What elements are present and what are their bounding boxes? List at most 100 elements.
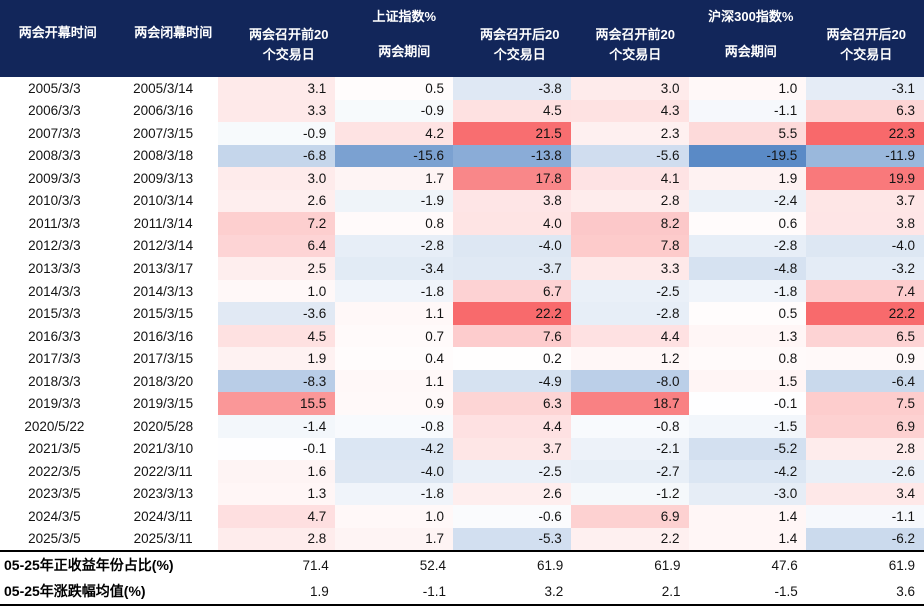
open-date-cell: 2020/5/22	[24, 418, 85, 434]
table-bottom-rule	[0, 604, 924, 606]
value-cell: -1.1	[806, 505, 924, 528]
table-row: 2024/3/5 2024/3/11 4.7 1.0 -0.6 6.9 1.4 -1.1	[0, 505, 924, 528]
value-cell: 2.6	[217, 189, 336, 213]
close-date-cell: 2012/3/14	[133, 238, 194, 254]
close-date-cell: 2024/3/11	[133, 508, 193, 524]
open-date-cell: 2022/3/5	[28, 463, 81, 479]
value-cell: 0.7	[335, 324, 453, 348]
value-cell: 4.7	[217, 505, 336, 528]
value-cell: 18.7	[570, 392, 689, 415]
summary-label: 05-25年正收益年份占比(%)	[4, 557, 174, 573]
open-date-cell: 2013/3/3	[28, 261, 81, 277]
value-cell: -2.5	[570, 279, 689, 303]
table-row: 2022/3/5 2022/3/11 1.6 -4.0 -2.5 -2.7 -4.2 -2.6	[0, 460, 924, 483]
value-cell: 8.2	[570, 212, 689, 235]
summary-value-cell: -1.1	[422, 583, 446, 599]
value-cell: 4.4	[570, 324, 689, 348]
value-cell: 3.0	[217, 167, 336, 190]
header-cell-label: 两会开幕时间	[18, 24, 97, 40]
table-row: 2020/5/22 2020/5/28 -1.4 -0.8 4.4 -0.8 -1.5 6.9	[0, 414, 924, 438]
header-cell-col8: 两会召开后20 个交易日	[809, 0, 924, 77]
value-cell: 1.7	[335, 527, 453, 551]
close-date-cell: 2015/3/15	[133, 306, 194, 322]
value-cell: 0.6	[688, 212, 807, 235]
value-cell: 6.9	[570, 505, 689, 528]
value-cell: -2.6	[806, 460, 924, 483]
table-row: 2007/3/3 2007/3/15 -0.9 4.2 21.5 2.3 5.5 22.3	[0, 122, 924, 145]
close-date-cell: 2011/3/14	[133, 215, 193, 231]
value-cell: 1.5	[688, 369, 807, 393]
value-cell: 0.8	[335, 212, 453, 235]
value-cell: 3.3	[570, 257, 689, 280]
close-date-cell: 2025/3/11	[133, 531, 193, 547]
value-cell: -2.8	[335, 234, 453, 258]
value-cell: 2.5	[217, 257, 336, 280]
value-cell: 4.3	[570, 99, 689, 123]
summary-row: 05-25年正收益年份占比(%) 71.4 52.4 61.9 61.9 47.6 61.9	[0, 552, 924, 578]
value-cell: 1.4	[688, 527, 807, 551]
summary-value-cell: 47.6	[771, 557, 798, 573]
open-date-cell: 2008/3/3	[28, 148, 81, 164]
value-cell: 6.3	[453, 392, 571, 415]
value-cell: -4.0	[806, 234, 924, 258]
value-cell: -0.9	[335, 99, 453, 123]
table-body: 2005/3/3 2005/3/14 3.1 0.5 -3.8 3.0 1.0 -3.1 200…	[0, 77, 924, 551]
close-date-cell: 2013/3/17	[133, 261, 194, 277]
value-cell: 1.1	[335, 369, 453, 393]
close-date-cell: 2023/3/13	[133, 486, 194, 502]
table-row: 2018/3/3 2018/3/20 -8.3 1.1 -4.9 -8.0 1.5 -6.4	[0, 369, 924, 393]
summary-value-cell: 61.9	[654, 557, 681, 573]
value-cell: -6.8	[217, 144, 336, 168]
open-date-cell: 2014/3/3	[28, 283, 81, 299]
value-cell: 4.2	[335, 122, 453, 145]
value-cell: 0.9	[806, 347, 924, 370]
table-row: 2019/3/3 2019/3/15 15.5 0.9 6.3 18.7 -0.1 7.5	[0, 392, 924, 415]
value-cell: -0.8	[335, 414, 453, 438]
value-cell: -3.4	[335, 257, 453, 280]
header-cell-col6: 两会召开前20 个交易日	[578, 0, 694, 77]
value-cell: -0.9	[217, 122, 336, 145]
value-cell: 0.4	[335, 347, 453, 370]
value-cell: -3.6	[217, 302, 336, 325]
table-row: 2006/3/3 2006/3/16 3.3 -0.9 4.5 4.3 -1.1 6.3	[0, 99, 924, 123]
value-cell: 2.3	[570, 122, 689, 145]
header-cell-label: 两会召开后20 个交易日	[826, 27, 906, 62]
summary-value-cell: 61.9	[888, 557, 915, 573]
value-cell: 2.2	[570, 527, 689, 551]
value-cell: -0.6	[453, 505, 571, 528]
header-cell-col3: 两会召开前20 个交易日	[231, 0, 347, 77]
table-row: 2023/3/5 2023/3/13 1.3 -1.8 2.6 -1.2 -3.0 3.4	[0, 482, 924, 506]
summary-top-rule	[0, 550, 924, 552]
value-cell: -2.4	[688, 189, 807, 213]
close-date-cell: 2010/3/14	[133, 193, 194, 209]
value-cell: -3.7	[453, 257, 571, 280]
value-cell: 1.6	[217, 460, 336, 483]
value-cell: 22.3	[806, 122, 924, 145]
value-cell: 7.4	[806, 279, 924, 303]
value-cell: 1.0	[335, 505, 453, 528]
table-row: 2012/3/3 2012/3/14 6.4 -2.8 -4.0 7.8 -2.8 -4.0	[0, 234, 924, 258]
close-date-cell: 2021/3/10	[133, 441, 194, 457]
value-cell: -2.1	[570, 437, 689, 461]
value-cell: -4.0	[453, 234, 571, 258]
value-cell: 3.3	[217, 99, 336, 123]
value-cell: 2.8	[806, 437, 924, 461]
value-cell: 4.5	[217, 324, 336, 348]
header-cell-label: 两会闭幕时间	[134, 24, 213, 40]
value-cell: 3.8	[453, 189, 571, 213]
header-cell-col4: 上证指数% 两会期间	[347, 0, 463, 77]
open-date-cell: 2012/3/3	[28, 238, 81, 254]
value-cell: 7.6	[453, 324, 571, 348]
value-cell: -1.5	[688, 414, 807, 438]
value-cell: 22.2	[453, 302, 571, 325]
close-date-cell: 2020/5/28	[133, 418, 194, 434]
value-cell: 3.7	[453, 437, 571, 461]
value-cell: 3.1	[217, 77, 336, 100]
summary-value-cell: 52.4	[419, 557, 446, 573]
value-cell: -3.2	[806, 257, 924, 280]
value-cell: -2.8	[688, 234, 807, 258]
table-row: 2016/3/3 2016/3/16 4.5 0.7 7.6 4.4 1.3 6.5	[0, 324, 924, 348]
value-cell: -4.2	[335, 437, 453, 461]
value-cell: 1.0	[688, 77, 807, 100]
